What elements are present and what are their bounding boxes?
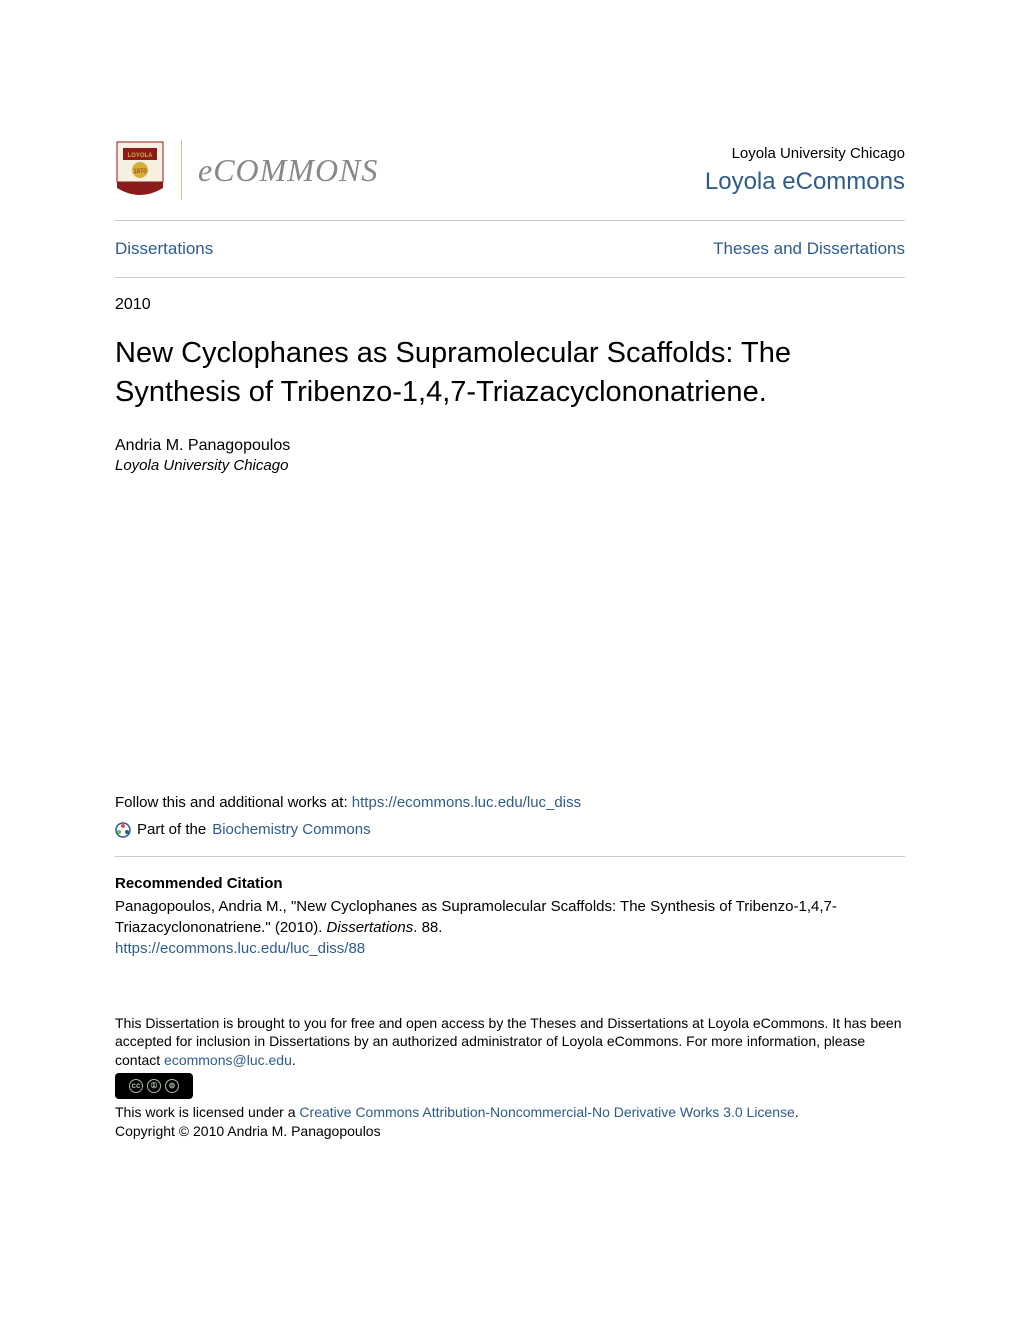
citation-body: Panagopoulos, Andria M., "New Cyclophane…: [115, 896, 905, 959]
divider-citation: [115, 856, 905, 857]
citation-text-2: . 88.: [413, 919, 442, 936]
ecommons-logo-text: eCOMMONS: [198, 152, 378, 189]
svg-text:LOYOLA: LOYOLA: [128, 153, 154, 159]
loyola-shield-icon: LOYOLA 1870: [115, 140, 165, 200]
disclaimer-text: This Dissertation is brought to you for …: [115, 1014, 905, 1069]
cc-license-badge[interactable]: cc ① ⊜: [115, 1073, 193, 1099]
follow-url-link[interactable]: https://ecommons.luc.edu/luc_diss: [352, 794, 581, 811]
author-name: Andria M. Panagopoulos: [115, 437, 905, 455]
network-icon: [115, 822, 131, 838]
license-prefix: This work is licensed under a: [115, 1104, 299, 1120]
page-container: LOYOLA 1870 eCOMMONS Loyola University C…: [0, 0, 1020, 1189]
commons-link[interactable]: Biochemistry Commons: [212, 821, 370, 838]
document-title: New Cyclophanes as Supramolecular Scaffo…: [115, 334, 905, 412]
theses-dissertations-link[interactable]: Theses and Dissertations: [713, 239, 905, 259]
header-right: Loyola University Chicago Loyola eCommon…: [705, 145, 905, 196]
publication-year: 2010: [115, 296, 905, 314]
bottom-spacer: [115, 959, 905, 1014]
logo-divider: [181, 140, 182, 200]
contact-email-link[interactable]: ecommons@luc.edu: [164, 1052, 292, 1068]
content-spacer: [115, 474, 905, 794]
cc-icon: cc: [129, 1079, 143, 1093]
follow-works-text: Follow this and additional works at: htt…: [115, 794, 905, 811]
license-text: This work is licensed under a Creative C…: [115, 1103, 905, 1121]
part-of-prefix: Part of the: [137, 821, 206, 838]
cc-by-icon: ①: [147, 1079, 161, 1093]
citation-text-1: Panagopoulos, Andria M., "New Cyclophane…: [115, 898, 837, 936]
license-link[interactable]: Creative Commons Attribution-Noncommerci…: [299, 1104, 794, 1120]
divider-top: [115, 220, 905, 221]
logo-area: LOYOLA 1870 eCOMMONS: [115, 140, 378, 200]
divider-nav: [115, 277, 905, 278]
repository-link[interactable]: Loyola eCommons: [705, 168, 905, 195]
institution-name: Loyola University Chicago: [705, 145, 905, 162]
copyright-text: Copyright © 2010 Andria M. Panagopoulos: [115, 1123, 905, 1139]
citation-url-link[interactable]: https://ecommons.luc.edu/luc_diss/88: [115, 940, 365, 957]
follow-prefix: Follow this and additional works at:: [115, 794, 352, 811]
cc-sa-icon: ⊜: [165, 1079, 179, 1093]
breadcrumb-nav: Dissertations Theses and Dissertations: [115, 239, 905, 259]
svg-text:1870: 1870: [133, 169, 147, 175]
dissertations-link[interactable]: Dissertations: [115, 239, 213, 259]
citation-italic: Dissertations: [327, 919, 414, 936]
disclaimer-part2: .: [292, 1052, 296, 1068]
author-affiliation: Loyola University Chicago: [115, 457, 905, 474]
license-suffix: .: [795, 1104, 799, 1120]
header-section: LOYOLA 1870 eCOMMONS Loyola University C…: [115, 140, 905, 200]
citation-heading: Recommended Citation: [115, 875, 905, 892]
cc-badge-inner: cc ① ⊜: [115, 1073, 193, 1099]
part-of-row: Part of the Biochemistry Commons: [115, 821, 905, 838]
